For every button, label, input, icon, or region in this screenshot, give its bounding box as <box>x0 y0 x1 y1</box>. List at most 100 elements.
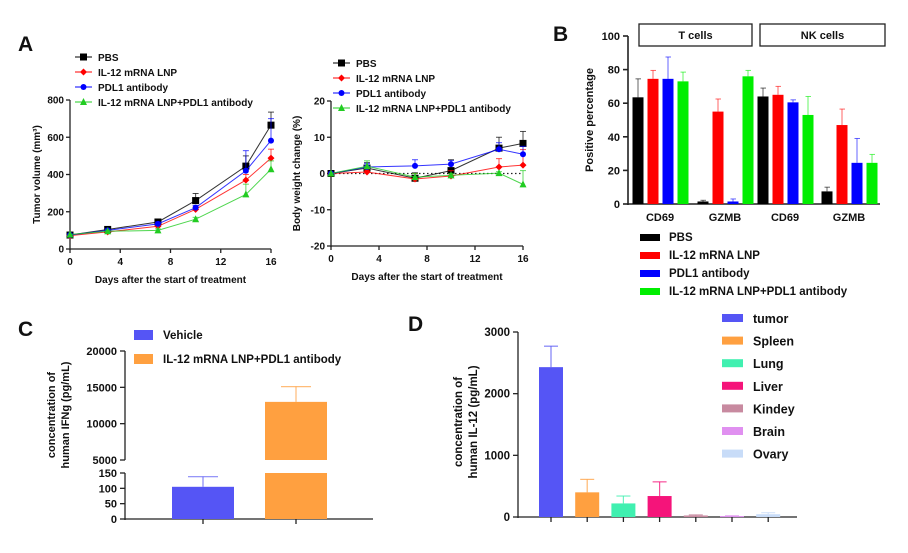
y-tick-label: 100 <box>99 483 117 495</box>
y-tick-label: 0 <box>111 514 117 526</box>
bar-0 <box>172 486 234 519</box>
y-tick-label: 100 <box>602 31 620 43</box>
x-tick-label: 16 <box>265 257 277 268</box>
bar-cd69 <box>647 78 659 204</box>
bar-gzmb <box>821 191 833 204</box>
marker-square <box>519 139 527 147</box>
bar-gzmb <box>712 111 724 204</box>
legend-label: Ovary <box>753 448 788 462</box>
legend-label: Vehicle <box>163 330 203 342</box>
bar-cd69 <box>757 96 769 204</box>
legend-label: IL-12 mRNA LNP <box>98 68 177 79</box>
series-line <box>69 157 272 237</box>
y-tick-label: 400 <box>47 170 64 181</box>
legend-label: Spleen <box>753 335 794 349</box>
marker-square <box>192 197 200 205</box>
marker-triangle <box>338 104 345 111</box>
legend-label: PBS <box>356 59 377 70</box>
bar-upper-segment <box>265 401 327 460</box>
bar-kindey <box>683 515 708 517</box>
y-tick-label: 20000 <box>86 346 117 358</box>
y-tick-label: 2000 <box>484 389 510 401</box>
legend-item: IL-12 mRNA LNP+PDL1 antibody <box>333 104 511 115</box>
marker-diamond <box>495 163 503 171</box>
y-tick-label: 10000 <box>86 419 117 431</box>
y-tick-label: 10 <box>314 133 326 144</box>
legend-item: IL-12 mRNA LNP <box>75 68 177 79</box>
legend-swatch <box>640 252 660 259</box>
y-tick-label: 80 <box>608 65 620 77</box>
series-line <box>330 164 524 180</box>
series-il-12-mrna-lnp-pdl1-antibody <box>327 160 527 188</box>
y-axis-label: human IL-12 (pg/mL) <box>468 365 480 478</box>
y-tick-label: 1000 <box>484 450 510 462</box>
marker-triangle <box>192 215 200 223</box>
marker-circle <box>268 137 274 144</box>
bar-cd69 <box>787 102 799 204</box>
marker-diamond <box>338 74 345 82</box>
marker-diamond <box>242 176 250 184</box>
legend-swatch <box>722 336 743 345</box>
bar-gzmb <box>742 76 754 204</box>
marker-triangle <box>80 98 87 105</box>
x-tick-label: 0 <box>67 257 73 268</box>
series-pbs <box>66 111 275 239</box>
y-tick-label: 3000 <box>484 327 510 339</box>
legend-label: PBS <box>669 232 693 244</box>
marker-circle <box>80 84 87 90</box>
marker-triangle <box>104 227 112 235</box>
series-line <box>330 142 524 179</box>
marker-square <box>80 53 87 61</box>
marker-triangle <box>447 171 455 179</box>
legend-label: IL-12 mRNA LNP+PDL1 antibody <box>98 98 253 109</box>
facet-box <box>759 23 886 47</box>
bar-cd69 <box>802 114 814 204</box>
series-line <box>330 165 524 185</box>
x-tick-label: 12 <box>469 254 481 265</box>
marker-diamond <box>80 68 87 76</box>
x-axis-label: Days after the start of treatment <box>351 272 503 283</box>
panel-label-b: B <box>553 23 568 46</box>
y-tick-label: 800 <box>47 96 64 107</box>
marker-diamond <box>363 168 371 176</box>
marker-circle <box>412 162 418 169</box>
legend-swatch <box>134 354 153 364</box>
y-tick-label: 15000 <box>86 382 117 394</box>
legend-label: Brain <box>753 425 785 439</box>
marker-circle <box>192 204 199 211</box>
legend-label: PDL1 antibody <box>669 268 750 280</box>
legend-label: IL-12 mRNA LNP+PDL1 antibody <box>356 104 511 115</box>
marker-triangle <box>242 190 250 198</box>
panel-label-c: C <box>18 318 33 341</box>
panel-label-d: D <box>408 313 423 336</box>
legend-label: PDL1 antibody <box>356 89 426 100</box>
bar-cd69 <box>677 81 689 204</box>
bar-gzmb <box>836 125 848 204</box>
y-axis-label: Tumor volume (mm³) <box>32 125 43 224</box>
y-tick-label: -10 <box>311 205 326 216</box>
legend-swatch <box>722 449 743 458</box>
y-axis-label: human IFNg (pg/mL) <box>60 361 72 468</box>
legend-swatch <box>722 359 743 368</box>
bar-cd69 <box>632 97 644 204</box>
y-tick-label: 50 <box>105 499 117 511</box>
body-weight-chart: 0 4 8 12 16 -20 -10 0 10 20 Days after the start o… <box>292 59 529 283</box>
marker-triangle <box>519 180 527 188</box>
legend-label: Liver <box>753 380 783 394</box>
legend-item: IL-12 mRNA LNP <box>333 74 435 85</box>
y-tick-label: 150 <box>99 468 117 480</box>
x-tick-label: 16 <box>517 254 529 265</box>
legend-label: PBS <box>98 53 119 64</box>
marker-triangle <box>495 169 503 177</box>
y-tick-label: 0 <box>504 512 510 524</box>
bar-ovary <box>756 514 781 517</box>
marker-circle <box>154 220 161 227</box>
y-tick-label: 600 <box>47 133 64 144</box>
legend-swatch <box>722 427 743 435</box>
bar-cd69 <box>662 78 674 204</box>
series-line <box>330 148 524 174</box>
legend-label: IL-12 mRNA LNP+PDL1 antibody <box>163 354 342 366</box>
x-tick-label: 4 <box>376 254 382 265</box>
marker-circle <box>496 146 502 153</box>
